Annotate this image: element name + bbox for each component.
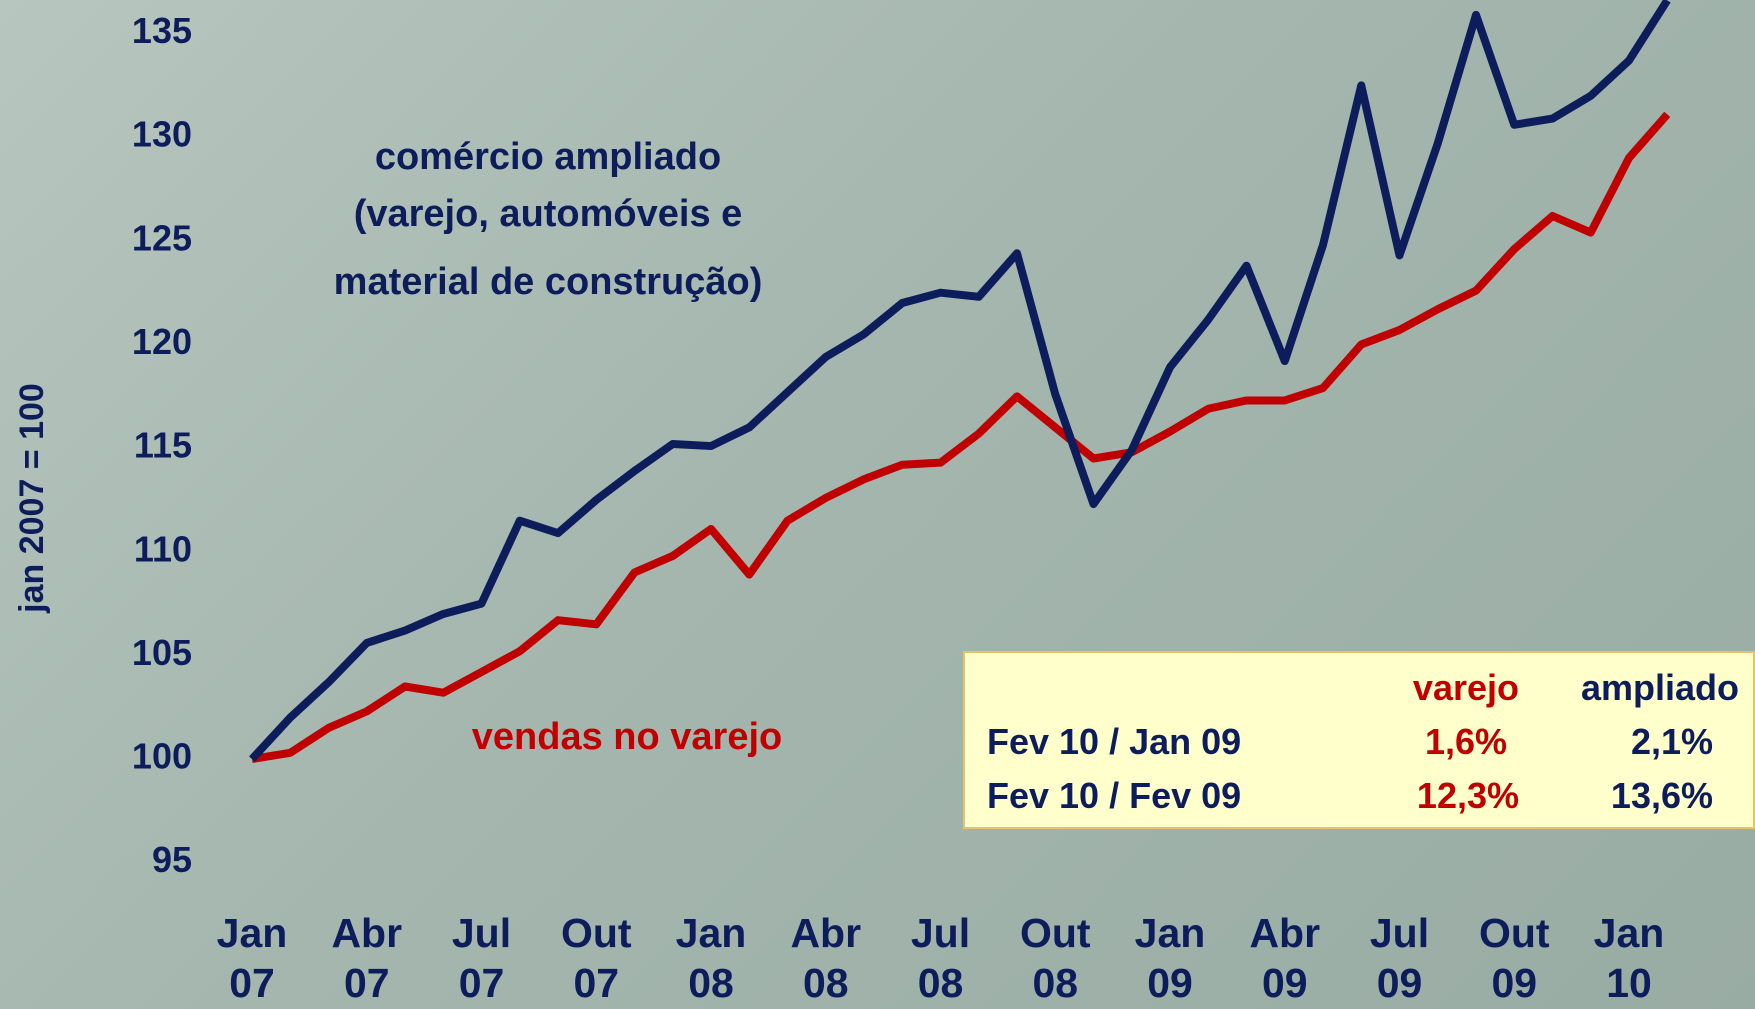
- cell: 2,1%: [1630, 721, 1713, 762]
- table-row: Fev 10 / Fev 09 12,3% 13,6%: [987, 769, 1739, 823]
- x-tick-label: Jul 07: [451, 910, 512, 1006]
- y-tick-label: 115: [134, 425, 192, 466]
- cell: Fev 10 / Fev 09: [987, 775, 1242, 816]
- cell: 1,6%: [1424, 721, 1507, 762]
- x-tick-label: Jul 08: [910, 910, 971, 1006]
- summary-table: varejo ampliado Fev 10 / Jan 09 1,6% 2,1…: [963, 651, 1755, 829]
- x-tick-label: Abr 09: [1249, 910, 1321, 1006]
- cell: Fev 10 / Jan 09: [987, 721, 1242, 762]
- x-tick-label: Jan 08: [675, 910, 747, 1006]
- cell: [987, 661, 1347, 715]
- table-row: Fev 10 / Jan 09 1,6% 2,1%: [987, 715, 1739, 769]
- x-tick-label: Jan 09: [1134, 910, 1206, 1006]
- x-tick-label: Jan 10: [1593, 910, 1665, 1006]
- y-tick-label: 110: [134, 528, 192, 569]
- y-tick-label: 95: [152, 839, 192, 880]
- series-line: [249, 0, 1671, 762]
- y-tick-label: 125: [132, 217, 192, 258]
- cell: 13,6%: [1610, 775, 1713, 816]
- annotation: comércio ampliado: [375, 136, 721, 178]
- x-tick-label: Out 08: [1019, 910, 1091, 1006]
- y-axis-label: jan 2007 = 100: [13, 383, 51, 614]
- annotation: material de construção): [334, 261, 763, 303]
- x-tick-label: Jul 09: [1369, 910, 1430, 1006]
- annotation: vendas no varejo: [472, 716, 782, 758]
- y-tick-label: 130: [132, 114, 192, 155]
- table-header: varejo ampliado: [987, 661, 1739, 715]
- x-tick-label: Abr 07: [331, 910, 403, 1006]
- header-cell: ampliado: [1580, 667, 1739, 708]
- y-tick-label: 105: [132, 632, 192, 673]
- y-tick-label: 120: [132, 321, 192, 362]
- y-tick-label: 100: [132, 736, 192, 777]
- y-tick-label: 135: [132, 10, 192, 51]
- annotation: (varejo, automóveis e: [354, 193, 743, 235]
- cell: 12,3%: [1416, 775, 1519, 816]
- series-line: [251, 111, 1671, 763]
- x-tick-label: Jan 07: [216, 910, 288, 1006]
- header-cell: varejo: [1412, 667, 1519, 708]
- table: varejo ampliado Fev 10 / Jan 09 1,6% 2,1…: [987, 661, 1739, 823]
- x-tick-label: Abr 08: [790, 910, 862, 1006]
- x-tick-label: Out 07: [560, 910, 632, 1006]
- x-tick-label: Out 09: [1478, 910, 1550, 1006]
